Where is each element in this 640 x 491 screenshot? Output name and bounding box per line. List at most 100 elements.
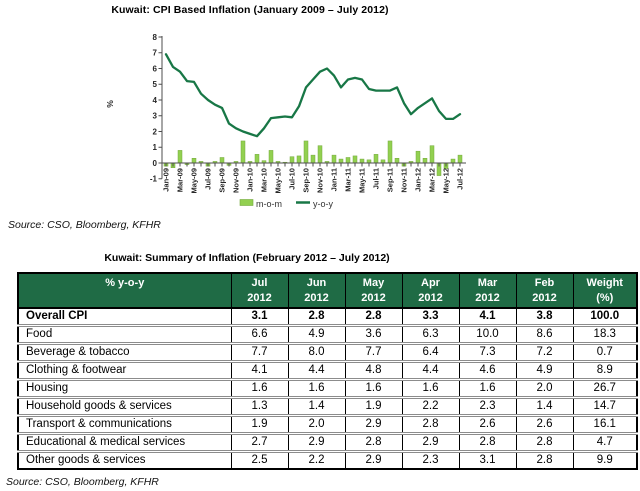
x-tick-label: Sep-11 (386, 168, 395, 192)
row-value: 7.7 (230, 342, 289, 362)
mom-bar (359, 158, 365, 164)
row-value: 3.8 (515, 307, 574, 326)
row-value: 2.2 (287, 450, 346, 469)
row-value: 7.3 (458, 342, 517, 362)
row-value: 2.9 (287, 432, 346, 452)
row-value: 1.6 (344, 378, 403, 398)
yoy-line-series (164, 53, 462, 138)
y-tick-label: 7 (153, 49, 158, 58)
y-axis-labels: -1 0 1 2 3 4 5 6 7 8 (150, 33, 158, 184)
column-header-may: May 2012 (344, 273, 403, 308)
x-tick-label: Nov-09 (232, 168, 241, 193)
x-tick-label: Jul-09 (204, 168, 213, 190)
row-value: 4.1 (458, 307, 517, 326)
row-label: Overall CPI (17, 307, 232, 326)
row-value: 1.6 (458, 378, 517, 398)
row-value: 1.4 (287, 396, 346, 416)
mom-bar (387, 140, 393, 164)
inflation-summary-table: % y-o-y Jul 2012 Jun 2012 May 2012 Apr 2012 Mar 20… (17, 272, 638, 470)
row-value: 0.7 (572, 342, 638, 362)
x-tick-label: Mar-10 (260, 168, 269, 192)
mom-bar (352, 155, 358, 164)
row-value: 14.7 (572, 396, 638, 416)
row-value: 2.9 (344, 414, 403, 434)
row-value: 6.3 (401, 324, 460, 344)
row-value: 1.6 (287, 378, 346, 398)
table-row: Other goods & services 2.5 2.2 2.9 2.3 3.1 2.8… (17, 450, 638, 469)
row-value: 1.9 (344, 396, 403, 416)
row-value: 4.4 (287, 360, 346, 380)
row-value: 1.6 (230, 378, 289, 398)
row-value: 1.6 (401, 378, 460, 398)
row-label: Clothing & footwear (17, 360, 232, 380)
axes (158, 36, 466, 180)
column-header-jul: Jul 2012 (230, 273, 289, 308)
row-value: 3.1 (458, 450, 517, 469)
x-tick-label: Nov-11 (400, 168, 409, 193)
row-label: Housing (17, 378, 232, 398)
row-value: 3.6 (344, 324, 403, 344)
mom-bar (415, 150, 421, 164)
legend-yoy-label: y-o-y (313, 199, 333, 209)
row-value: 2.7 (230, 432, 289, 452)
row-label: Other goods & services (17, 450, 232, 469)
row-value: 6.6 (230, 324, 289, 344)
row-value: 4.7 (572, 432, 638, 452)
column-header-weight: Weight (%) (572, 273, 638, 308)
row-value: 2.8 (401, 414, 460, 434)
x-tick-label: May-12 (442, 168, 451, 193)
mom-bar (310, 154, 316, 164)
mom-bar (303, 140, 309, 164)
row-value: 1.4 (515, 396, 574, 416)
y-tick-label: 3 (153, 112, 158, 121)
row-value: 4.8 (344, 360, 403, 380)
mom-bar (345, 157, 351, 164)
column-header-mar: Mar 2012 (458, 273, 517, 308)
row-value: 2.5 (230, 450, 289, 469)
x-tick-label: Mar-11 (344, 168, 353, 192)
row-value: 8.0 (287, 342, 346, 362)
row-value: 2.8 (515, 432, 574, 452)
row-label: Household goods & services (17, 396, 232, 416)
row-value: 2.3 (458, 396, 517, 416)
x-tick-label: Jan-11 (330, 168, 339, 191)
y-axis-title: % (105, 100, 115, 108)
row-value: 18.3 (572, 324, 638, 344)
mom-bar (338, 158, 344, 164)
row-value: 4.1 (230, 360, 289, 380)
y-tick-label: 8 (153, 33, 158, 42)
mom-bar (457, 154, 463, 164)
x-tick-label: Sep-10 (302, 168, 311, 193)
row-value: 2.2 (401, 396, 460, 416)
legend-mom-label: m-o-m (256, 199, 282, 209)
x-tick-label: May-10 (274, 168, 283, 193)
x-tick-label: Jan-09 (162, 168, 171, 192)
table-row: Food 6.6 4.9 3.6 6.3 10.0 8.6 18.3 (17, 324, 638, 344)
mom-bar (373, 154, 379, 164)
table-title: Kuwait: Summary of Inflation (February 2… (104, 252, 390, 264)
row-label: Transport & communications (17, 414, 232, 434)
column-header-feb: Feb 2012 (515, 273, 574, 308)
row-value: 2.8 (515, 450, 574, 469)
y-tick-label: 5 (153, 80, 158, 89)
row-value: 8.9 (572, 360, 638, 380)
row-value: 4.6 (458, 360, 517, 380)
mom-bar (450, 158, 456, 164)
mom-bar (177, 150, 183, 164)
row-value: 1.3 (230, 396, 289, 416)
row-value: 2.6 (458, 414, 517, 434)
x-tick-label: May-09 (190, 168, 199, 193)
x-axis-labels: Jan-09 Mar-09 May-09 Jul-09 Sep-09 Nov-09 Jan-… (162, 168, 465, 193)
mom-bar (331, 154, 337, 164)
mom-bar (296, 155, 302, 164)
row-label: Food (17, 324, 232, 344)
mom-bar (394, 158, 400, 164)
table-row: Beverage & tobacco 7.7 8.0 7.7 6.4 7.3 7.2 0.7 (17, 342, 638, 362)
x-tick-label: Jan-10 (246, 168, 255, 192)
row-value: 9.9 (572, 450, 638, 469)
mom-bar (240, 140, 246, 164)
row-value: 2.0 (287, 414, 346, 434)
chart-source-note: Source: CSO, Bloomberg, KFHR (8, 219, 161, 231)
y-tick-label: 0 (153, 159, 158, 168)
